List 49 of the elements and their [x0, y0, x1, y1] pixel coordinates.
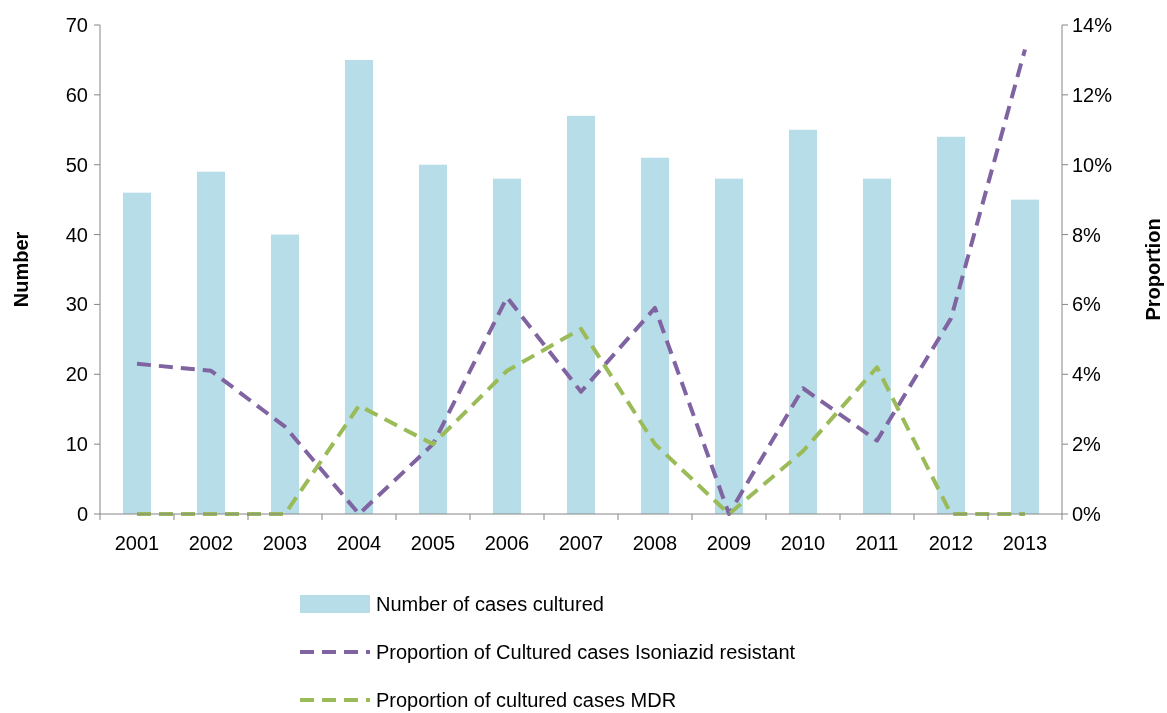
- x-tick-label: 2010: [780, 532, 826, 554]
- y-tick-label: 70: [65, 14, 88, 36]
- y-tick-label: 30: [65, 293, 88, 316]
- y-tick-label: 50: [65, 153, 88, 176]
- y-tick-label: 40: [65, 223, 88, 246]
- y-axis-title: Number: [10, 231, 32, 308]
- legend-label: Proportion of cultured cases MDR: [376, 689, 677, 711]
- y2-axis-title: Proportion: [1142, 218, 1164, 321]
- bar: [418, 164, 448, 514]
- bar: [862, 178, 892, 514]
- x-tick-label: 2001: [114, 532, 160, 554]
- bar: [122, 192, 152, 514]
- bar: [566, 115, 596, 514]
- line-series: [135, 47, 1027, 516]
- y2-tick-label: 0%: [1072, 503, 1102, 525]
- y2-tick-label: 2%: [1072, 433, 1102, 456]
- x-tick-label: 2007: [558, 532, 604, 554]
- y-tick-label: 20: [65, 363, 88, 386]
- bar: [492, 178, 522, 514]
- x-tick-label: 2002: [188, 532, 234, 554]
- bar: [270, 234, 300, 514]
- legend-label: Proportion of Cultured cases Isoniazid resistant: [376, 641, 796, 663]
- bar: [788, 129, 818, 514]
- x-tick-label: 2012: [928, 532, 974, 554]
- line-series: [135, 326, 1027, 516]
- bar: [196, 171, 226, 514]
- bar: [714, 178, 744, 514]
- x-tick-label: 2011: [855, 532, 899, 554]
- legend-label: Number of cases cultured: [376, 593, 604, 615]
- y-tick-label: 0: [76, 503, 88, 525]
- y2-tick-label: 4%: [1072, 363, 1102, 386]
- bar: [1010, 199, 1040, 514]
- y2-tick-label: 6%: [1072, 293, 1102, 316]
- x-tick-label: 2006: [484, 532, 530, 554]
- bar: [936, 136, 966, 514]
- y2-tick-label: 8%: [1072, 223, 1102, 246]
- x-tick-label: 2013: [1002, 532, 1048, 554]
- y-tick-label: 60: [65, 83, 88, 106]
- y2-tick-label: 10%: [1072, 153, 1113, 176]
- bar: [640, 157, 670, 514]
- x-tick-label: 2005: [410, 532, 456, 554]
- y2-tick-label: 14%: [1072, 14, 1113, 36]
- y-tick-label: 10: [65, 433, 88, 456]
- x-tick-label: 2004: [336, 532, 382, 554]
- x-tick-label: 2009: [706, 532, 752, 554]
- y2-tick-label: 12%: [1072, 83, 1113, 106]
- x-tick-label: 2003: [262, 532, 308, 554]
- x-tick-label: 2008: [632, 532, 678, 554]
- bar: [344, 59, 374, 514]
